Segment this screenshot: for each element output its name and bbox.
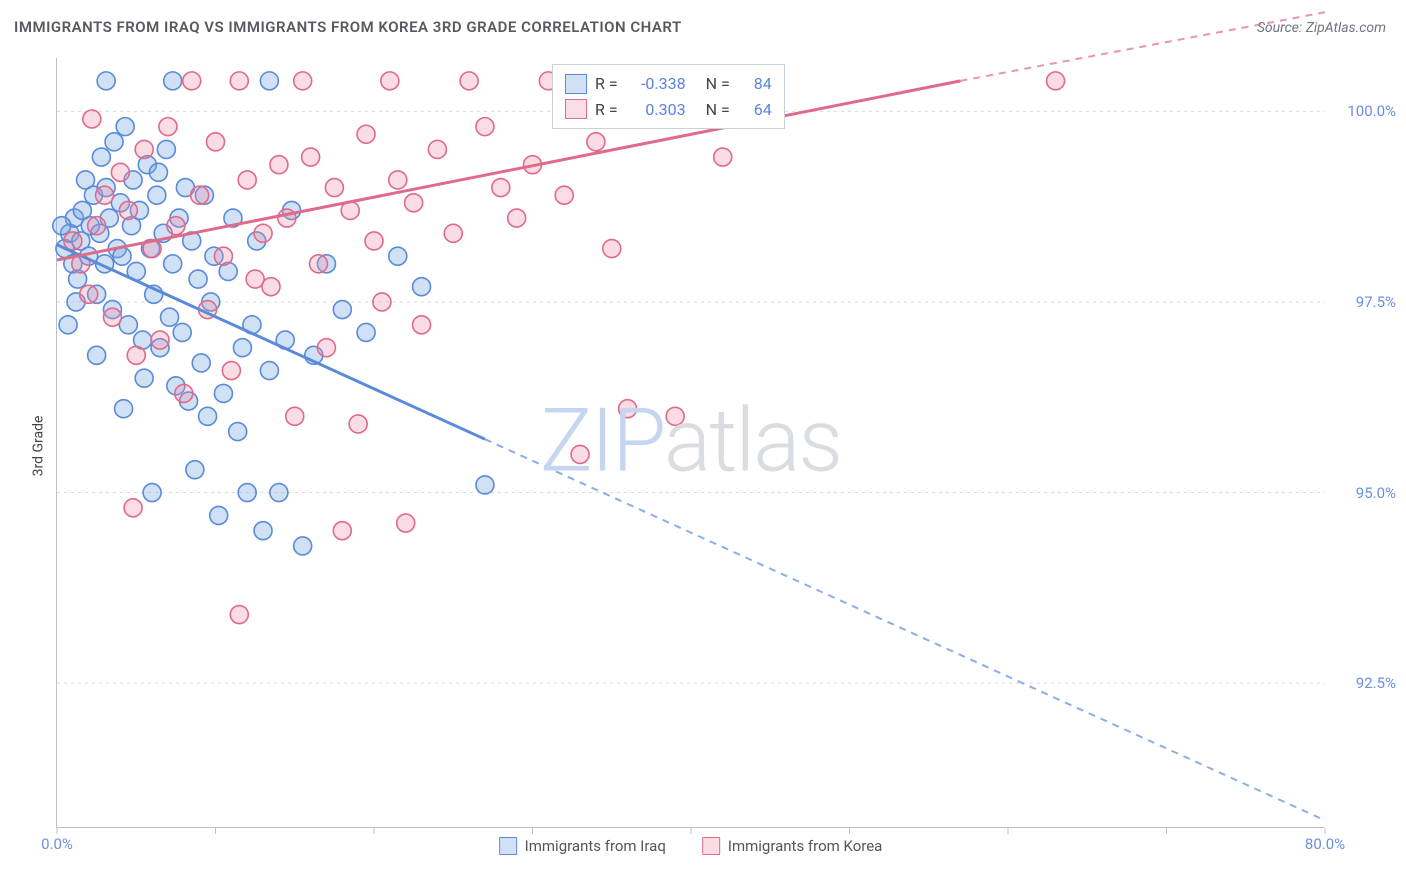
legend-swatch [702,837,720,855]
y-tick-label: 100.0% [1347,102,1396,120]
x-tick-label: 80.0% [1305,835,1345,853]
stats-value-n: 64 [738,97,772,123]
stats-label-n: N = [706,71,730,97]
y-tick-label: 95.0% [1356,484,1396,502]
legend-swatch [499,837,517,855]
stats-value-r: -0.338 [626,71,686,97]
source-prefix: Source: [1257,20,1306,36]
legend-label: Immigrants from Iraq [525,837,666,855]
stats-row: R = -0.338 N = 84 [565,71,772,97]
legend-item[interactable]: Immigrants from Korea [702,837,882,855]
x-tick-label: 0.0% [41,835,73,853]
stats-value-n: 84 [738,71,772,97]
scatter-chart: ZIPatlas R =-0.338N =84R =0.303N =64 Imm… [56,58,1324,828]
y-axis-label: 3rd Grade [30,416,46,477]
legend-bottom: Immigrants from Iraq Immigrants from Kore… [499,837,883,855]
stats-label-r: R = [595,97,618,123]
chart-source: Source: ZipAtlas.com [1257,20,1386,36]
stats-label-n: N = [706,97,730,123]
legend-label: Immigrants from Korea [728,837,882,855]
stats-box: R = -0.338 N = 84 R = 0.303 N = 64 [552,64,785,129]
chart-title: IMMIGRANTS FROM IRAQ VS IMMIGRANTS FROM … [14,18,682,36]
stats-value-r: 0.303 [626,97,686,123]
source-link[interactable]: ZipAtlas.com [1306,20,1386,36]
stats-swatch [565,74,587,94]
stats-swatch [565,99,587,119]
legend-item[interactable]: Immigrants from Iraq [499,837,666,855]
stats-label-r: R = [595,71,618,97]
stats-row: R = 0.303 N = 64 [565,97,772,123]
y-tick-label: 97.5% [1356,293,1396,311]
y-tick-label: 92.5% [1356,674,1396,692]
chart-svg [57,58,1325,828]
